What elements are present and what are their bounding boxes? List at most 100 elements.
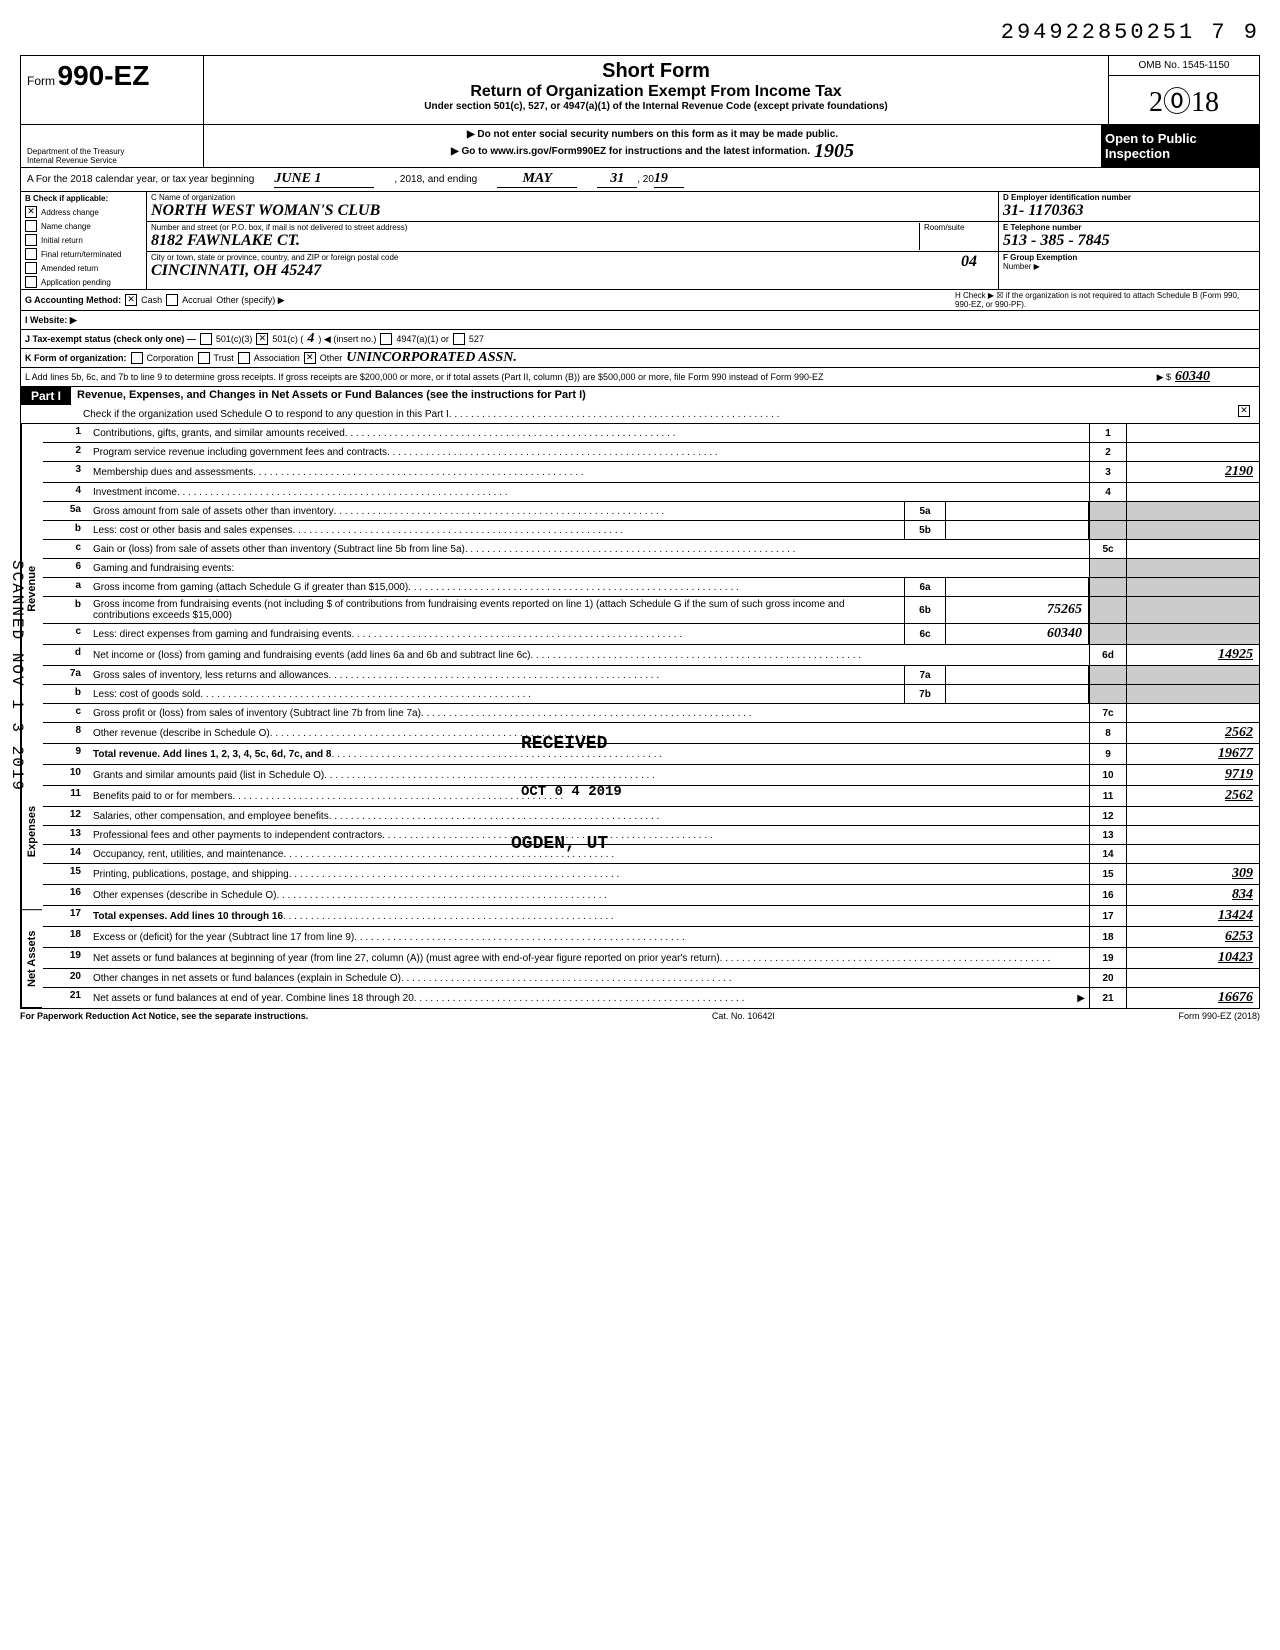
line-3: 3Membership dues and assessments32190 <box>43 462 1259 483</box>
right-val <box>1126 807 1259 825</box>
form-990ez: Form 990-EZ Short Form Return of Organiz… <box>20 55 1260 1009</box>
row-k: K Form of organization: Corporation Trus… <box>21 349 1259 368</box>
right-val-shaded <box>1126 502 1259 520</box>
line-10: 10Grants and similar amounts paid (list … <box>43 765 1259 786</box>
col-b: B Check if applicable: ✕Address change N… <box>21 192 147 289</box>
org-city-cell: City or town, state or province, country… <box>147 252 998 281</box>
line-num: b <box>43 685 89 703</box>
line-8: 8Other revenue (describe in Schedule O)8… <box>43 723 1259 744</box>
right-box: 4 <box>1089 483 1126 501</box>
mid-val <box>946 502 1089 520</box>
check-trust[interactable] <box>198 352 210 364</box>
line-num: 12 <box>43 807 89 825</box>
check-accrual[interactable] <box>166 294 178 306</box>
line-num: 17 <box>43 906 89 926</box>
line-desc: Gross income from gaming (attach Schedul… <box>89 578 904 596</box>
right-val: 2562 <box>1126 723 1259 743</box>
right-val-shaded <box>1126 521 1259 539</box>
page-identifier: 294922850251 7 9 <box>20 20 1260 45</box>
omb-cell: OMB No. 1545-1150 2⓪18 <box>1108 56 1259 124</box>
line-21: 21Net assets or fund balances at end of … <box>43 988 1259 1008</box>
check-amended[interactable]: Amended return <box>21 261 146 275</box>
check-final-return[interactable]: Final return/terminated <box>21 247 146 261</box>
ein-label: D Employer identification number <box>1003 193 1255 202</box>
right-val: 16676 <box>1126 988 1259 1008</box>
line-desc: Gross amount from sale of assets other t… <box>89 502 904 520</box>
right-box: 18 <box>1089 927 1126 947</box>
k-corp: Corporation <box>147 353 194 363</box>
right-box-shaded <box>1089 578 1126 596</box>
k-label: K Form of organization: <box>25 353 127 363</box>
right-val: 309 <box>1126 864 1259 884</box>
check-address-change[interactable]: ✕Address change <box>21 205 146 219</box>
k-other: Other <box>320 353 343 363</box>
right-box-shaded <box>1089 521 1126 539</box>
check-name-change[interactable]: Name change <box>21 219 146 233</box>
line-num: 5a <box>43 502 89 520</box>
right-box-shaded <box>1089 666 1126 684</box>
line-9: 9Total revenue. Add lines 1, 2, 3, 4, 5c… <box>43 744 1259 765</box>
line-d: dNet income or (loss) from gaming and fu… <box>43 645 1259 666</box>
line-c: cGross profit or (loss) from sales of in… <box>43 704 1259 723</box>
right-val <box>1126 483 1259 501</box>
right-val-shaded <box>1126 578 1259 596</box>
j-501c: 501(c) ( <box>272 334 303 344</box>
line-6: 6Gaming and fundraising events: <box>43 559 1259 578</box>
lines-container: 1Contributions, gifts, grants, and simil… <box>43 424 1259 1008</box>
line-14: 14Occupancy, rent, utilities, and mainte… <box>43 845 1259 864</box>
dept-treasury: Department of the Treasury <box>27 147 197 156</box>
line-desc: Contributions, gifts, grants, and simila… <box>89 424 1089 442</box>
line-num: c <box>43 624 89 644</box>
line-7a: 7aGross sales of inventory, less returns… <box>43 666 1259 685</box>
line-desc: Net assets or fund balances at beginning… <box>89 948 1089 968</box>
room-value: 04 <box>944 253 994 280</box>
check-schedule-o[interactable]: ✕ <box>1238 405 1250 417</box>
line-desc: Gain or (loss) from sale of assets other… <box>89 540 1089 558</box>
mid-val <box>946 666 1089 684</box>
right-val: 2562 <box>1126 786 1259 806</box>
right-val <box>1126 826 1259 844</box>
city-label: City or town, state or province, country… <box>151 253 944 262</box>
check-corp[interactable] <box>131 352 143 364</box>
right-val <box>1126 443 1259 461</box>
line-num: 11 <box>43 786 89 806</box>
line-desc: Other changes in net assets or fund bala… <box>89 969 1089 987</box>
line-num: 10 <box>43 765 89 785</box>
line-desc: Other expenses (describe in Schedule O) <box>89 885 1089 905</box>
check-initial-return[interactable]: Initial return <box>21 233 146 247</box>
check-527[interactable] <box>453 333 465 345</box>
part-1-check-row: Check if the organization used Schedule … <box>21 405 1259 424</box>
line-1: 1Contributions, gifts, grants, and simil… <box>43 424 1259 443</box>
form-prefix: Form <box>27 74 55 88</box>
check-pending[interactable]: Application pending <box>21 275 146 289</box>
check-cash[interactable]: ✕ <box>125 294 137 306</box>
right-val <box>1126 704 1259 722</box>
calyear-prefix: A For the 2018 calendar year, or tax yea… <box>27 174 254 185</box>
check-501c[interactable]: ✕ <box>256 333 268 345</box>
line-desc: Investment income <box>89 483 1089 501</box>
side-expenses: Expenses <box>21 754 42 910</box>
org-addr: 8182 FAWNLAKE CT. <box>151 232 919 250</box>
line-desc: Program service revenue including govern… <box>89 443 1089 461</box>
open-to-public: Open to Public Inspection <box>1101 125 1259 167</box>
check-other-org[interactable]: ✕ <box>304 352 316 364</box>
line-desc: Gross income from fundraising events (no… <box>89 597 904 623</box>
line-num: b <box>43 597 89 623</box>
right-val-shaded <box>1126 559 1259 577</box>
tax-year-row: A For the 2018 calendar year, or tax yea… <box>21 168 1259 192</box>
right-box: 10 <box>1089 765 1126 785</box>
mid-box: 6a <box>904 578 946 596</box>
check-assoc[interactable] <box>238 352 250 364</box>
line-desc: Less: cost or other basis and sales expe… <box>89 521 904 539</box>
check-4947[interactable] <box>380 333 392 345</box>
right-val-shaded <box>1126 624 1259 644</box>
check-501c3[interactable] <box>200 333 212 345</box>
line-num: 8 <box>43 723 89 743</box>
year-20: , 20 <box>637 174 654 185</box>
ssn-warning: ▶ Do not enter social security numbers o… <box>208 129 1097 140</box>
right-val <box>1126 969 1259 987</box>
right-box: 3 <box>1089 462 1126 482</box>
line-desc: Professional fees and other payments to … <box>89 826 1089 844</box>
part-1-label: Part I <box>21 387 71 405</box>
line-num: 19 <box>43 948 89 968</box>
